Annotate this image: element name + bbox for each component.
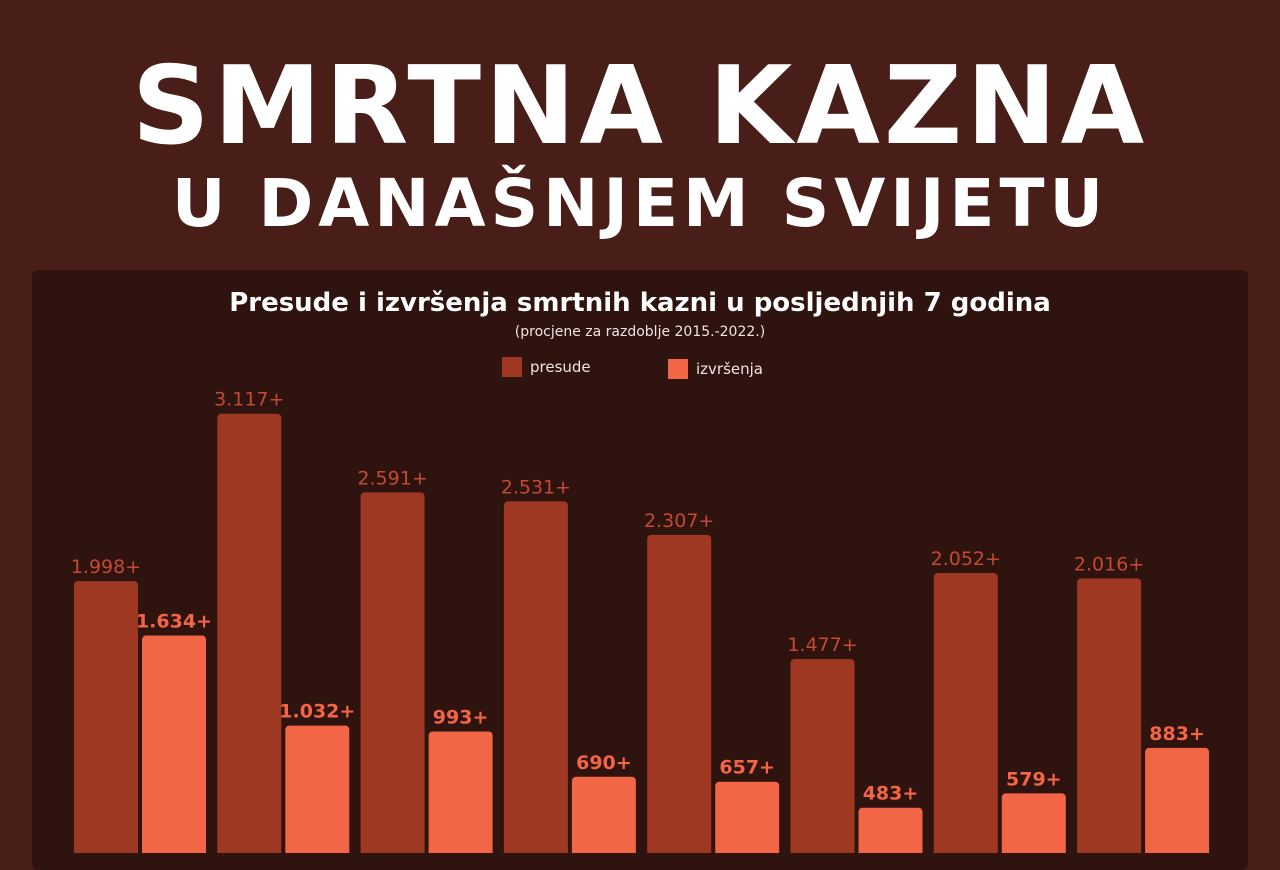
legend-label-presude: presude [530,358,591,376]
bar-izvrsenja-4 [715,781,780,853]
chart-subtitle: (procjene za razdoblje 2015.-2022.) [514,324,766,340]
value-label-presude-6: 2.052+ [931,548,1001,570]
legend-swatch-izvrsenja [668,359,688,379]
page-title: SMRTNA KAZNA [131,44,1149,169]
bar-izvrsenja-1 [285,725,350,853]
page-subtitle: U DANAŠNJEM SVIJETU [171,165,1109,242]
value-label-izvrsenja-3: 690+ [576,752,632,774]
bar-izvrsenja-5 [858,807,923,853]
value-label-presude-7: 2.016+ [1074,553,1144,575]
bar-presude-4 [647,534,712,853]
value-label-izvrsenja-4: 657+ [719,757,775,779]
value-label-presude-5: 1.477+ [787,634,857,656]
value-label-izvrsenja-6: 579+ [1006,768,1062,790]
bar-izvrsenja-7 [1145,747,1210,853]
bar-izvrsenja-2 [428,731,493,853]
bar-presude-5 [790,659,855,853]
value-label-izvrsenja-2: 993+ [433,706,489,728]
bar-presude-0 [74,581,138,853]
bar-presude-7 [1077,578,1142,853]
value-label-izvrsenja-5: 483+ [863,783,919,805]
value-label-izvrsenja-7: 883+ [1149,723,1205,745]
chart-title: Presude i izvršenja smrtnih kazni u posl… [229,288,1051,318]
bar-presude-1 [217,413,282,853]
value-label-izvrsenja-1: 1.032+ [279,701,355,723]
bar-izvrsenja-3 [571,776,636,853]
bar-izvrsenja-6 [1001,793,1066,853]
legend-label-izvrsenja: izvršenja [696,360,763,378]
bar-presude-6 [933,573,998,853]
value-label-presude-2: 2.591+ [357,467,427,489]
legend-swatch-presude [502,357,522,377]
legend-item-presude: presude [502,357,591,377]
legend-item-izvrsenja: izvršenja [668,359,763,379]
value-label-presude-1: 3.117+ [214,389,284,411]
value-label-presude-3: 2.531+ [501,476,571,498]
bar-presude-2 [360,492,425,853]
bar-presude-3 [503,501,568,853]
value-label-izvrsenja-0: 1.634+ [136,611,212,633]
value-label-presude-0: 1.998+ [71,556,141,578]
value-label-presude-4: 2.307+ [644,510,714,532]
bar-izvrsenja-0 [142,635,206,853]
